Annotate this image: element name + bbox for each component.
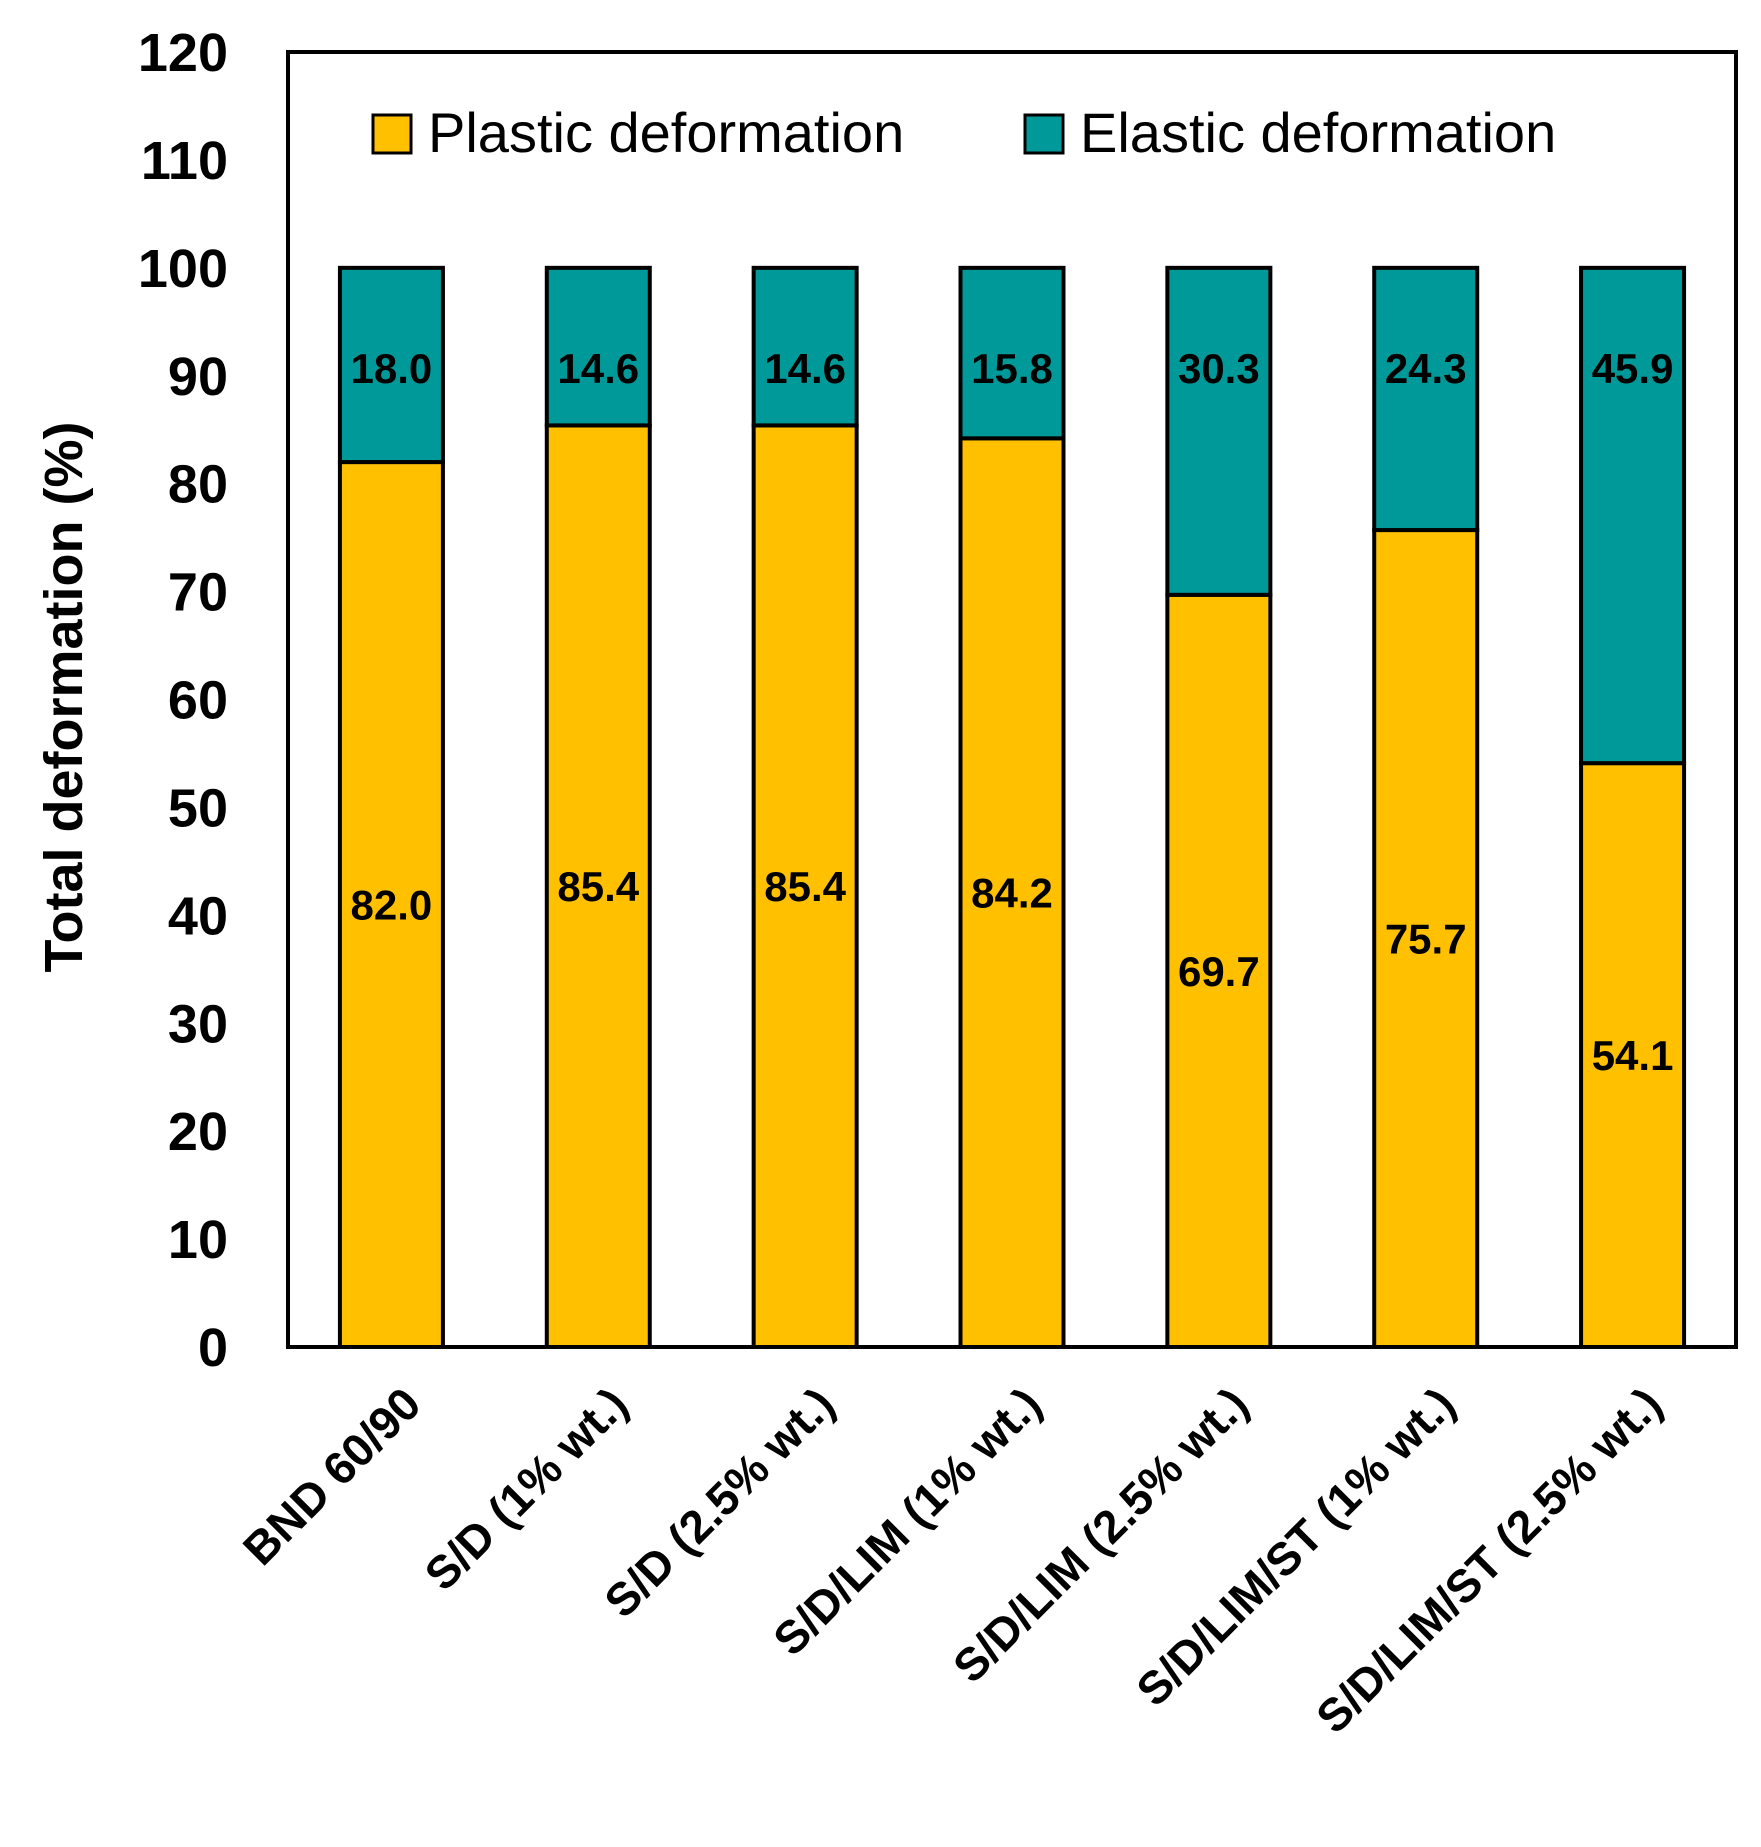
legend-swatch-elastic xyxy=(1023,113,1065,155)
data-label-plastic-2: 85.4 xyxy=(557,863,639,910)
y-axis-label: Total deformation (%) xyxy=(34,422,94,973)
data-label-elastic-5: 30.3 xyxy=(1178,345,1260,392)
y-tick-label: 30 xyxy=(168,994,228,1054)
data-label-elastic-3: 14.6 xyxy=(764,345,846,392)
y-tick-label: 60 xyxy=(168,671,228,731)
y-tick-label: 100 xyxy=(138,239,228,299)
data-label-elastic-6: 24.3 xyxy=(1385,345,1467,392)
data-label-plastic-5: 69.7 xyxy=(1178,948,1260,995)
bar-elastic-7 xyxy=(1579,265,1687,766)
bar-plastic-3 xyxy=(751,423,859,1349)
data-label-plastic-7: 54.1 xyxy=(1592,1032,1674,1079)
data-label-elastic-4: 15.8 xyxy=(971,345,1053,392)
bar-plastic-5 xyxy=(1165,592,1273,1349)
y-tick-label: 40 xyxy=(168,886,228,946)
bar-elastic-2 xyxy=(544,265,652,428)
data-label-plastic-1: 82.0 xyxy=(351,882,433,929)
legend: Plastic deformation Elastic deformation xyxy=(371,101,1556,164)
y-tick-label: 10 xyxy=(168,1210,228,1270)
y-tick-label: 20 xyxy=(168,1102,228,1162)
bar-plastic-1 xyxy=(337,460,445,1350)
data-label-elastic-7: 45.9 xyxy=(1592,345,1674,392)
legend-label-plastic: Plastic deformation xyxy=(428,101,904,164)
y-tick-label: 110 xyxy=(141,131,228,191)
bars: 82.0 18.0 85.4 14.6 85.4 14.6 84.2 15.8 69.7 30.3… xyxy=(337,265,1687,1350)
x-tick-label: S/D (1% wt.) xyxy=(414,1377,637,1600)
bar-elastic-1 xyxy=(337,265,445,465)
bar-elastic-4 xyxy=(958,265,1066,441)
y-tick-label: 50 xyxy=(168,778,228,838)
y-tick-label: 120 xyxy=(138,23,228,83)
bar-plastic-6 xyxy=(1372,528,1480,1349)
data-label-plastic-6: 75.7 xyxy=(1385,916,1467,963)
bar-elastic-3 xyxy=(751,265,859,428)
x-tick-label: BND 60/90 xyxy=(233,1377,431,1575)
data-label-plastic-4: 84.2 xyxy=(971,870,1053,917)
y-tick-label: 90 xyxy=(168,347,228,407)
bar-plastic-7 xyxy=(1579,761,1687,1349)
data-label-plastic-3: 85.4 xyxy=(764,863,846,910)
legend-label-elastic: Elastic deformation xyxy=(1080,101,1556,164)
y-axis-ticks: 0 10 20 30 40 50 60 70 80 90 100 110 120 xyxy=(138,23,228,1378)
y-tick-label: 0 xyxy=(198,1318,228,1378)
x-tick-label: S/D/LIM/ST (2.5% wt.) xyxy=(1306,1377,1672,1743)
data-label-elastic-2: 14.6 xyxy=(557,345,639,392)
legend-swatch-plastic xyxy=(371,113,413,155)
bar-elastic-6 xyxy=(1372,265,1480,533)
data-label-elastic-1: 18.0 xyxy=(351,345,433,392)
x-axis-category-labels: BND 60/90S/D (1% wt.)S/D (2.5% wt.)S/D/L… xyxy=(233,1377,1672,1743)
y-tick-label: 80 xyxy=(168,455,228,515)
y-tick-label: 70 xyxy=(168,563,228,623)
bar-elastic-5 xyxy=(1165,265,1273,597)
